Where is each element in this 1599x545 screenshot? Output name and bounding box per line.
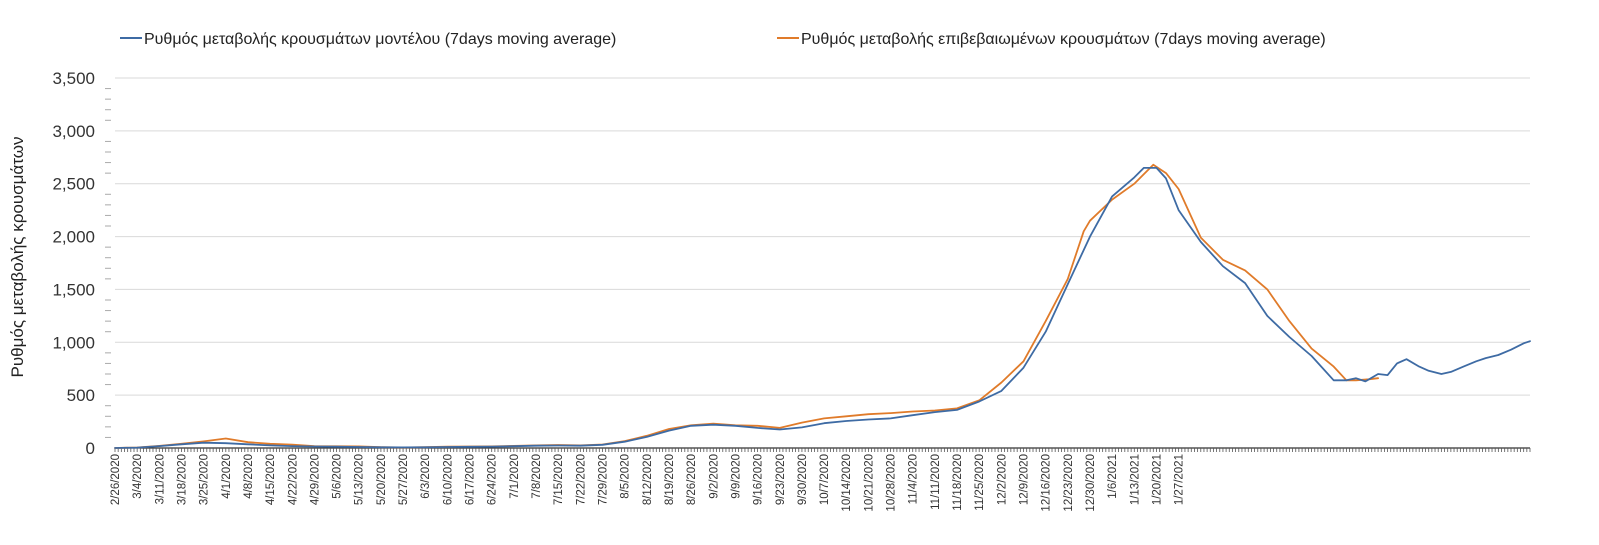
x-tick-label: 5/27/2020 <box>398 454 410 505</box>
series-line-model <box>114 166 1531 449</box>
x-tick-label: 8/19/2020 <box>664 454 676 505</box>
y-tick-label: 3,500 <box>52 69 95 88</box>
gridlines <box>115 77 1530 396</box>
x-tick-label: 3/11/2020 <box>154 454 166 504</box>
x-tick-label: 3/4/2020 <box>132 454 144 499</box>
x-tick-label: 6/24/2020 <box>487 454 499 505</box>
x-tick-label: 1/27/2021 <box>1174 454 1186 505</box>
x-tick-label: 1/20/2021 <box>1151 454 1163 505</box>
x-tick-label: 7/15/2020 <box>553 454 565 505</box>
x-tick-label: 5/13/2020 <box>354 454 366 505</box>
y-axis-title: Ρυθμός μεταβολής κρουσμάτων <box>8 137 27 378</box>
x-tick-label: 9/2/2020 <box>708 454 720 499</box>
x-tick-label: 10/14/2020 <box>841 454 853 512</box>
x-tick-label: 10/21/2020 <box>863 454 875 512</box>
legend-label-confirmed: Ρυθμός μεταβολής επιβεβαιωμένων κρουσμάτ… <box>801 31 1326 48</box>
x-tick-label: 7/22/2020 <box>575 454 587 505</box>
x-tick-label: 5/6/2020 <box>332 454 344 499</box>
x-tick-label: 12/16/2020 <box>1041 454 1053 512</box>
x-tick-label: 12/2/2020 <box>996 454 1008 505</box>
x-tick-label: 1/13/2021 <box>1129 454 1141 505</box>
x-tick-label: 4/8/2020 <box>243 454 255 499</box>
x-tick-label: 6/17/2020 <box>465 454 477 505</box>
legend: Ρυθμός μεταβολής κρουσμάτων μοντέλου (7d… <box>120 31 1326 48</box>
x-tick-label: 9/23/2020 <box>775 454 787 505</box>
x-tick-label: 6/10/2020 <box>442 454 454 505</box>
x-tick-label: 4/29/2020 <box>309 454 321 505</box>
x-tick-label: 12/9/2020 <box>1019 454 1031 505</box>
y-axis-ticks: 0 500 1,000 1,500 2,000 2,500 3,000 3,500 <box>52 69 111 458</box>
x-tick-label: 9/9/2020 <box>730 454 742 499</box>
x-tick-label: 1/6/2021 <box>1107 454 1119 499</box>
x-tick-label: 8/26/2020 <box>686 454 698 505</box>
x-tick-label: 7/8/2020 <box>531 454 543 499</box>
x-tick-label: 5/20/2020 <box>376 454 388 505</box>
x-tick-label: 11/4/2020 <box>908 454 920 504</box>
y-tick-label: 3,000 <box>52 122 95 141</box>
x-tick-label: 8/12/2020 <box>642 454 654 505</box>
x-tick-label: 12/23/2020 <box>1063 454 1075 512</box>
x-tick-label: 11/18/2020 <box>952 454 964 511</box>
x-tick-label: 2/26/2020 <box>110 454 122 505</box>
x-tick-label: 9/30/2020 <box>797 454 809 505</box>
x-tick-label: 10/28/2020 <box>886 454 898 512</box>
x-tick-label: 3/25/2020 <box>199 454 211 505</box>
y-tick-label: 1,500 <box>52 280 95 299</box>
x-tick-label: 7/29/2020 <box>597 454 609 505</box>
x-tick-label: 7/1/2020 <box>509 454 521 499</box>
x-tick-label: 12/30/2020 <box>1085 454 1097 512</box>
x-tick-label: 4/22/2020 <box>287 454 299 505</box>
x-tick-label: 4/15/2020 <box>265 454 277 505</box>
y-tick-label: 0 <box>86 439 95 458</box>
y-tick-label: 2,500 <box>52 175 95 194</box>
y-tick-label: 500 <box>67 386 95 405</box>
x-tick-label: 8/5/2020 <box>620 454 632 499</box>
x-tick-label: 10/7/2020 <box>819 454 831 505</box>
y-tick-label: 1,000 <box>52 333 95 352</box>
x-tick-label: 11/11/2020 <box>930 454 942 510</box>
x-axis: 2/26/2020 3/4/2020 3/11/2020 3/18/2020 3/25/… <box>110 447 1531 512</box>
series-lines <box>114 163 1531 449</box>
x-tick-label: 4/1/2020 <box>221 454 233 499</box>
series-line-confirmed <box>114 163 1379 449</box>
x-tick-label: 9/16/2020 <box>753 454 765 505</box>
y-tick-label: 2,000 <box>52 228 95 247</box>
x-tick-label: 11/25/2020 <box>974 454 986 511</box>
x-tick-label: 6/3/2020 <box>420 454 432 499</box>
x-tick-label: 3/18/2020 <box>176 454 188 505</box>
legend-label-model: Ρυθμός μεταβολής κρουσμάτων μοντέλου (7d… <box>144 31 616 48</box>
